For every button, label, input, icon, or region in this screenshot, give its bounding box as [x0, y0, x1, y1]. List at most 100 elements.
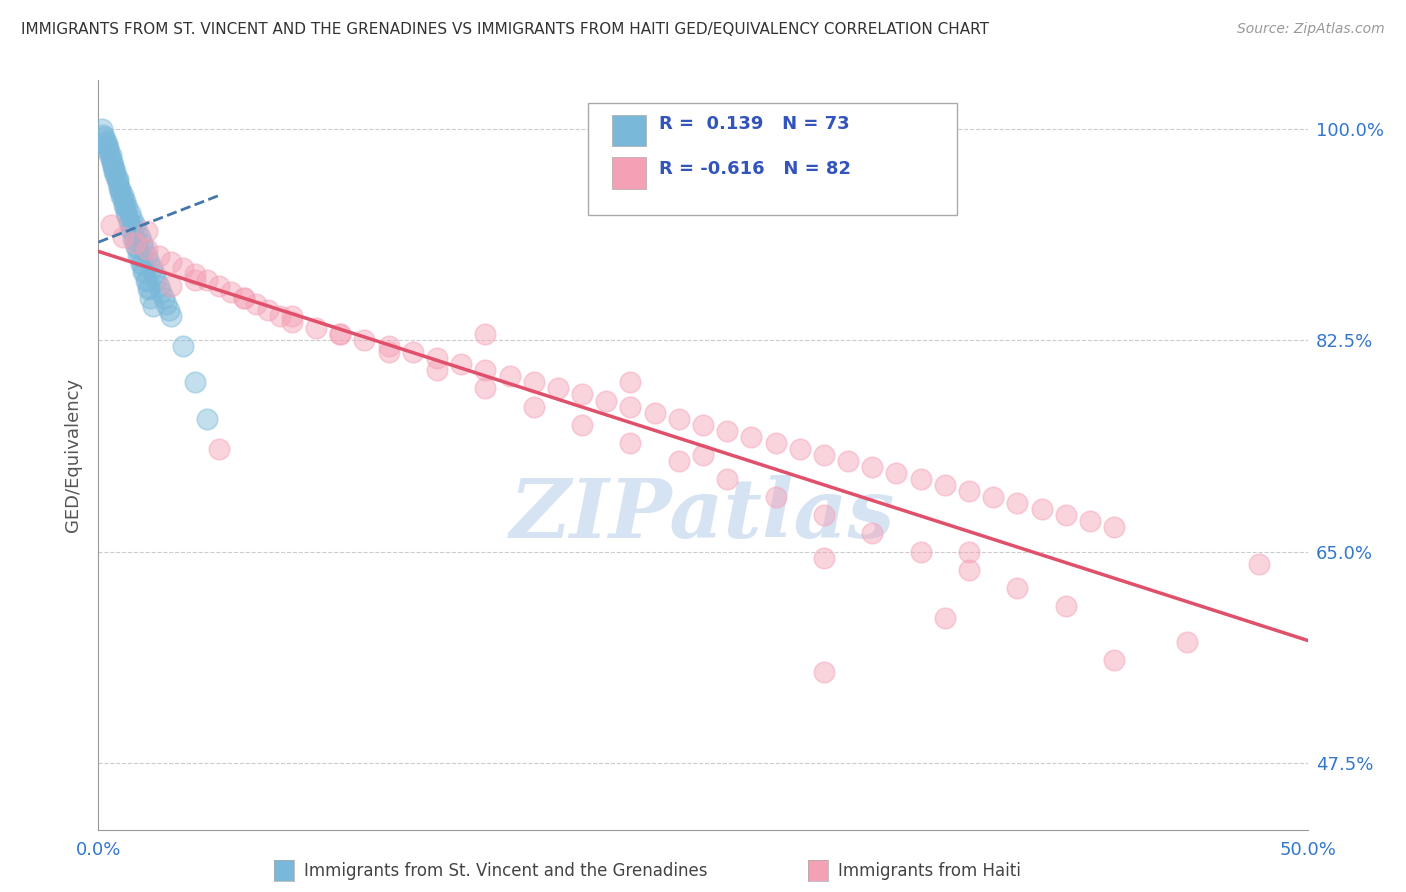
Point — [127, 248, 149, 262]
Point — [152, 291, 174, 305]
Point — [98, 147, 121, 161]
Point — [157, 302, 180, 317]
Point — [108, 182, 131, 196]
Point — [127, 224, 149, 238]
Point — [353, 333, 375, 347]
Text: ZIPatlas: ZIPatlas — [510, 475, 896, 555]
Point — [172, 260, 194, 275]
Point — [112, 198, 135, 212]
Point — [269, 309, 291, 323]
Point — [813, 665, 835, 680]
Point — [692, 448, 714, 462]
FancyBboxPatch shape — [613, 158, 647, 189]
Point — [184, 267, 207, 281]
Text: R =  0.139   N = 73: R = 0.139 N = 73 — [659, 115, 851, 133]
Point — [571, 387, 593, 401]
Point — [208, 278, 231, 293]
Point — [957, 544, 980, 558]
Y-axis label: GED/Equivalency: GED/Equivalency — [65, 378, 83, 532]
Point — [981, 490, 1004, 504]
Point — [94, 134, 117, 148]
Point — [91, 128, 114, 142]
Point — [134, 243, 156, 257]
Point — [886, 466, 908, 480]
Point — [426, 363, 449, 377]
Point — [329, 327, 352, 342]
Text: Source: ZipAtlas.com: Source: ZipAtlas.com — [1237, 22, 1385, 37]
Point — [104, 164, 127, 178]
Point — [129, 257, 152, 271]
Point — [135, 274, 157, 288]
Point — [402, 345, 425, 359]
Point — [619, 376, 641, 390]
Point — [127, 240, 149, 254]
Point — [139, 291, 162, 305]
Point — [160, 254, 183, 268]
Point — [91, 121, 114, 136]
Point — [100, 152, 122, 166]
Point — [281, 315, 304, 329]
Point — [619, 435, 641, 450]
Point — [145, 273, 167, 287]
Point — [910, 544, 932, 558]
Point — [117, 200, 139, 214]
Point — [135, 243, 157, 257]
Point — [101, 161, 124, 175]
Point — [813, 550, 835, 565]
Point — [114, 200, 136, 214]
Point — [523, 376, 546, 390]
Point — [305, 321, 328, 335]
Point — [1249, 557, 1271, 571]
Point — [124, 236, 146, 251]
Point — [107, 172, 129, 186]
Point — [115, 206, 138, 220]
Point — [619, 400, 641, 414]
Point — [148, 248, 170, 262]
Point — [668, 454, 690, 468]
Point — [138, 254, 160, 268]
Point — [1078, 515, 1101, 529]
Point — [100, 148, 122, 162]
Point — [160, 309, 183, 323]
Point — [716, 472, 738, 486]
Point — [860, 460, 883, 475]
Point — [426, 351, 449, 366]
Point — [105, 172, 128, 186]
Point — [108, 185, 131, 199]
Point — [1102, 520, 1125, 534]
Text: R = -0.616   N = 82: R = -0.616 N = 82 — [659, 160, 852, 178]
Point — [1007, 496, 1029, 510]
Point — [1031, 502, 1053, 516]
Point — [184, 273, 207, 287]
Point — [160, 278, 183, 293]
Point — [118, 215, 141, 229]
Point — [474, 363, 496, 377]
Point — [1054, 599, 1077, 613]
Point — [143, 267, 166, 281]
Point — [97, 140, 120, 154]
Point — [837, 454, 859, 468]
Point — [668, 411, 690, 425]
Point — [121, 224, 143, 238]
Point — [103, 164, 125, 178]
Point — [138, 281, 160, 295]
Point — [195, 273, 218, 287]
Point — [716, 424, 738, 438]
Point — [232, 291, 254, 305]
Point — [450, 357, 472, 371]
Point — [692, 417, 714, 432]
Point — [96, 138, 118, 153]
Point — [142, 299, 165, 313]
Point — [135, 248, 157, 262]
Point — [281, 309, 304, 323]
Point — [97, 144, 120, 158]
Text: IMMIGRANTS FROM ST. VINCENT AND THE GRENADINES VS IMMIGRANTS FROM HAITI GED/EQUI: IMMIGRANTS FROM ST. VINCENT AND THE GREN… — [21, 22, 988, 37]
Point — [595, 393, 617, 408]
Point — [1007, 581, 1029, 595]
Point — [135, 273, 157, 287]
Point — [644, 406, 666, 420]
Point — [118, 206, 141, 220]
Point — [208, 442, 231, 456]
Point — [104, 168, 127, 182]
Point — [221, 285, 243, 299]
